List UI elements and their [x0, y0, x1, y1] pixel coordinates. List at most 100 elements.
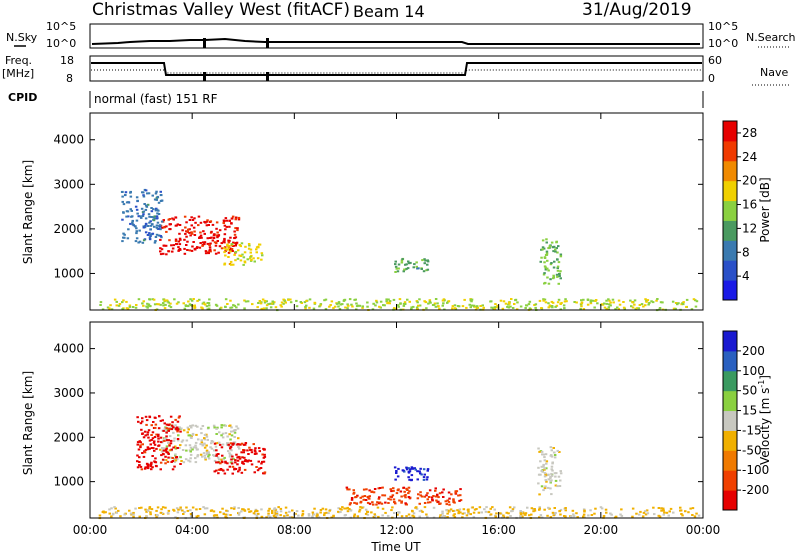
- data-cell: [265, 307, 268, 310]
- data-cell: [538, 493, 541, 496]
- data-cell: [491, 506, 494, 509]
- data-cell: [254, 447, 257, 450]
- data-cell: [165, 423, 169, 426]
- data-cell: [237, 443, 240, 446]
- data-cell: [546, 267, 549, 270]
- data-cell: [232, 457, 235, 460]
- y-tick-label: 2000: [53, 430, 84, 444]
- data-cell: [238, 447, 241, 450]
- data-cell: [690, 308, 694, 311]
- data-cell: [527, 303, 531, 306]
- data-cell: [149, 233, 152, 236]
- data-cell: [230, 449, 233, 452]
- data-cell: [495, 512, 498, 515]
- data-cell: [465, 514, 469, 517]
- data-cell: [544, 254, 548, 256]
- data-cell: [629, 299, 632, 302]
- data-cell: [601, 303, 604, 306]
- data-cell: [229, 445, 233, 448]
- data-cell: [110, 507, 113, 510]
- data-cell: [196, 454, 200, 457]
- data-cell: [267, 303, 270, 306]
- data-cell: [232, 507, 236, 510]
- data-cell: [151, 298, 154, 301]
- data-cell: [495, 306, 498, 309]
- data-cell: [473, 305, 477, 308]
- data-cell: [194, 221, 197, 224]
- data-cell: [631, 306, 635, 309]
- data-cell: [136, 199, 139, 202]
- data-cell: [552, 514, 555, 517]
- data-cell: [193, 230, 196, 233]
- nave-trace: [91, 69, 702, 74]
- data-cell: [409, 261, 412, 264]
- data-cell: [252, 257, 255, 260]
- data-cell: [348, 503, 352, 506]
- data-cell: [556, 485, 559, 488]
- data-cell: [136, 454, 139, 457]
- data-cell: [229, 260, 233, 263]
- data-cell: [494, 515, 498, 518]
- data-cell: [608, 299, 611, 302]
- data-cell: [113, 298, 117, 301]
- data-cell: [273, 515, 276, 517]
- data-cell: [426, 476, 429, 479]
- data-cell: [210, 442, 213, 445]
- data-cell: [146, 448, 150, 451]
- data-cell: [165, 427, 168, 430]
- data-cell: [257, 302, 260, 304]
- data-cell: [406, 489, 409, 491]
- data-cell: [487, 511, 490, 514]
- data-cell: [181, 509, 184, 512]
- data-cell: [206, 219, 209, 222]
- data-cell: [393, 512, 396, 514]
- data-cell: [217, 468, 221, 471]
- data-cell: [223, 233, 227, 236]
- data-cell: [235, 453, 238, 456]
- data-cell: [230, 458, 233, 461]
- data-cell: [274, 516, 277, 519]
- data-cell: [524, 512, 528, 515]
- data-cell: [190, 299, 194, 302]
- data-cell: [231, 215, 235, 218]
- data-cell: [397, 511, 400, 514]
- data-cell: [194, 444, 197, 447]
- data-cell: [159, 461, 163, 464]
- data-cell: [362, 498, 365, 501]
- data-cell: [135, 230, 138, 233]
- data-cell: [164, 448, 168, 451]
- data-cell: [125, 300, 128, 303]
- freq-tick-top: 18: [60, 54, 74, 67]
- data-cell: [236, 229, 239, 232]
- data-cell: [556, 258, 559, 261]
- data-cell: [150, 424, 153, 427]
- data-cell: [178, 232, 181, 235]
- data-cell: [131, 223, 135, 226]
- data-cell: [579, 307, 582, 310]
- data-cell: [131, 219, 134, 222]
- data-cell: [552, 266, 556, 269]
- data-cell: [428, 299, 432, 302]
- data-cell: [243, 299, 246, 302]
- freq-trace: [91, 62, 702, 76]
- data-cell: [467, 512, 470, 515]
- nave-tick-top: 60: [708, 54, 722, 67]
- data-cell: [575, 512, 578, 515]
- data-cell: [157, 433, 160, 436]
- data-cell: [541, 248, 544, 251]
- data-cell: [301, 512, 305, 515]
- data-cell: [564, 507, 567, 509]
- data-cell: [171, 460, 175, 462]
- data-cell: [543, 475, 547, 478]
- data-cell: [550, 465, 554, 468]
- data-cell: [195, 515, 198, 518]
- data-cell: [263, 301, 267, 304]
- data-cell: [412, 515, 416, 518]
- data-cell: [392, 298, 396, 301]
- data-cell: [178, 237, 182, 240]
- data-cell: [132, 511, 135, 514]
- data-cell: [251, 303, 254, 306]
- data-cell: [255, 251, 258, 254]
- data-cell: [343, 507, 346, 510]
- data-cell: [194, 461, 198, 464]
